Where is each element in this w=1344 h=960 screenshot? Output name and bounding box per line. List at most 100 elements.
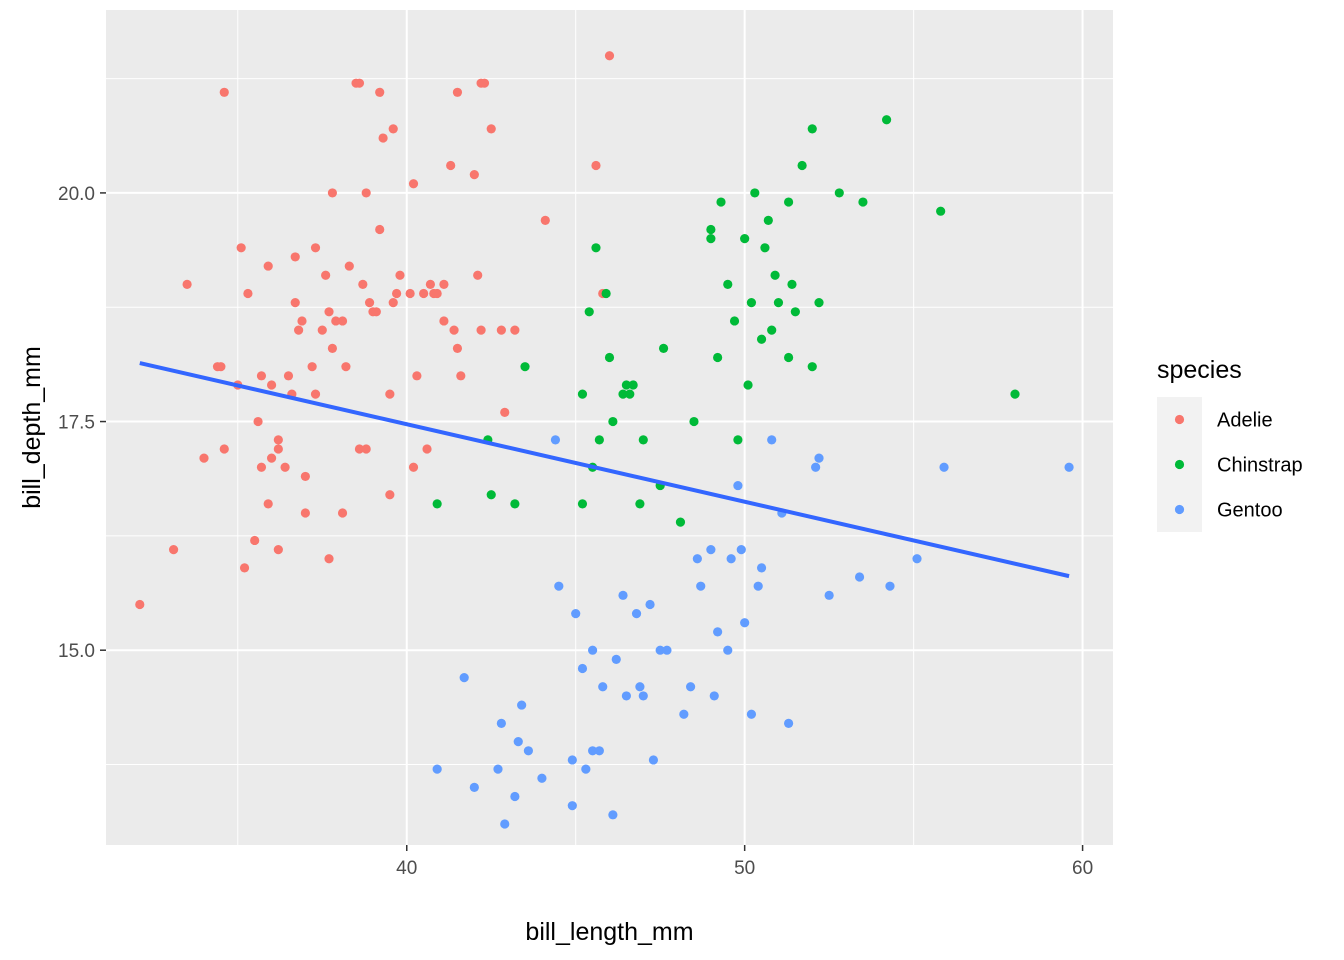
data-point-adelie — [243, 288, 253, 299]
data-point-chinstrap — [591, 243, 601, 253]
data-point-adelie — [239, 563, 250, 573]
data-point-adelie — [331, 316, 341, 326]
data-point-adelie — [364, 298, 375, 308]
data-points — [135, 51, 1074, 829]
data-point-chinstrap — [675, 517, 686, 527]
data-point-chinstrap — [706, 224, 716, 235]
legend-label-chinstrap: Chinstrap — [1217, 455, 1303, 477]
data-point-gentoo — [662, 645, 672, 655]
data-point-chinstrap — [767, 325, 777, 335]
data-point-adelie — [540, 215, 550, 225]
data-point-chinstrap — [520, 362, 530, 372]
legend-swatch-gentoo — [1174, 504, 1185, 515]
data-point-chinstrap — [773, 298, 784, 308]
data-point-adelie — [300, 508, 310, 518]
y-axis-ticks: 15.0 17.5 20.0 — [58, 184, 106, 662]
data-point-adelie — [408, 462, 419, 472]
data-point-adelie — [591, 160, 601, 171]
data-point-adelie — [300, 471, 310, 482]
minor-gridlines — [106, 10, 1113, 845]
data-point-chinstrap — [608, 416, 618, 427]
data-point-gentoo — [537, 773, 547, 783]
data-point-adelie — [321, 270, 331, 280]
data-point-adelie — [273, 444, 283, 454]
data-point-adelie — [263, 261, 273, 271]
data-point-chinstrap — [770, 270, 780, 280]
x-tick-label: 50 — [734, 858, 755, 879]
data-point-gentoo — [432, 764, 442, 774]
data-point-chinstrap — [783, 352, 794, 363]
data-point-chinstrap — [743, 380, 753, 390]
data-point-chinstrap — [797, 160, 807, 171]
data-point-adelie — [361, 188, 371, 198]
data-point-adelie — [439, 316, 449, 326]
data-point-gentoo — [648, 755, 659, 765]
data-point-chinstrap — [787, 279, 797, 289]
data-point-adelie — [290, 252, 300, 262]
data-point-adelie — [439, 279, 449, 289]
data-point-adelie — [456, 371, 466, 381]
data-point-chinstrap — [635, 499, 645, 509]
data-point-adelie — [168, 544, 179, 555]
data-point-chinstrap — [834, 188, 844, 198]
data-point-gentoo — [709, 691, 719, 701]
data-point-gentoo — [696, 581, 706, 591]
data-point-adelie — [341, 362, 351, 372]
data-point-chinstrap — [486, 490, 496, 500]
data-point-chinstrap — [807, 124, 817, 134]
data-point-adelie — [273, 544, 283, 555]
data-point-adelie — [395, 270, 405, 280]
data-point-adelie — [375, 224, 385, 235]
data-point-chinstrap — [621, 380, 631, 390]
data-point-adelie — [469, 170, 479, 180]
data-point-gentoo — [746, 709, 757, 719]
data-point-adelie — [256, 462, 267, 472]
data-point-chinstrap — [723, 279, 733, 289]
data-point-chinstrap — [729, 316, 740, 326]
data-point-adelie — [452, 343, 463, 353]
data-point-adelie — [604, 51, 615, 61]
data-point-adelie — [449, 325, 459, 335]
data-point-chinstrap — [763, 215, 773, 225]
data-point-adelie — [283, 371, 294, 381]
data-point-chinstrap — [594, 435, 604, 445]
data-point-chinstrap — [658, 343, 669, 353]
data-point-adelie — [388, 298, 398, 308]
data-point-adelie — [344, 261, 354, 271]
data-point-adelie — [408, 179, 419, 189]
data-point-adelie — [324, 307, 334, 317]
data-point-adelie — [256, 371, 267, 381]
legend: species Adelie Chinstrap Gentoo — [1157, 356, 1303, 532]
data-point-chinstrap — [716, 197, 726, 207]
data-point-chinstrap — [936, 206, 946, 216]
data-point-chinstrap — [706, 234, 716, 244]
data-point-adelie — [392, 288, 402, 299]
data-point-gentoo — [513, 737, 523, 747]
legend-label-gentoo: Gentoo — [1217, 500, 1283, 522]
data-point-adelie — [327, 188, 338, 198]
data-point-gentoo — [588, 746, 598, 756]
y-tick-label: 15.0 — [58, 641, 95, 662]
data-point-gentoo — [783, 718, 794, 728]
data-point-gentoo — [686, 682, 696, 692]
data-point-gentoo — [814, 453, 824, 463]
data-point-chinstrap — [783, 197, 794, 207]
data-point-gentoo — [577, 663, 588, 674]
data-point-adelie — [473, 270, 483, 280]
data-point-adelie — [510, 325, 520, 335]
data-point-gentoo — [713, 627, 723, 637]
data-point-adelie — [419, 288, 429, 299]
data-point-gentoo — [726, 554, 736, 564]
data-point-gentoo — [459, 673, 469, 683]
data-point-gentoo — [912, 554, 922, 564]
data-point-adelie — [266, 453, 277, 463]
data-point-adelie — [486, 124, 496, 134]
data-point-adelie — [479, 78, 490, 88]
x-axis-ticks: 40 50 60 — [396, 845, 1093, 879]
data-point-gentoo — [753, 581, 763, 591]
data-point-adelie — [280, 462, 290, 472]
data-point-adelie — [182, 279, 192, 289]
data-point-gentoo — [469, 782, 479, 792]
data-point-adelie — [216, 362, 226, 372]
data-point-adelie — [337, 508, 348, 518]
